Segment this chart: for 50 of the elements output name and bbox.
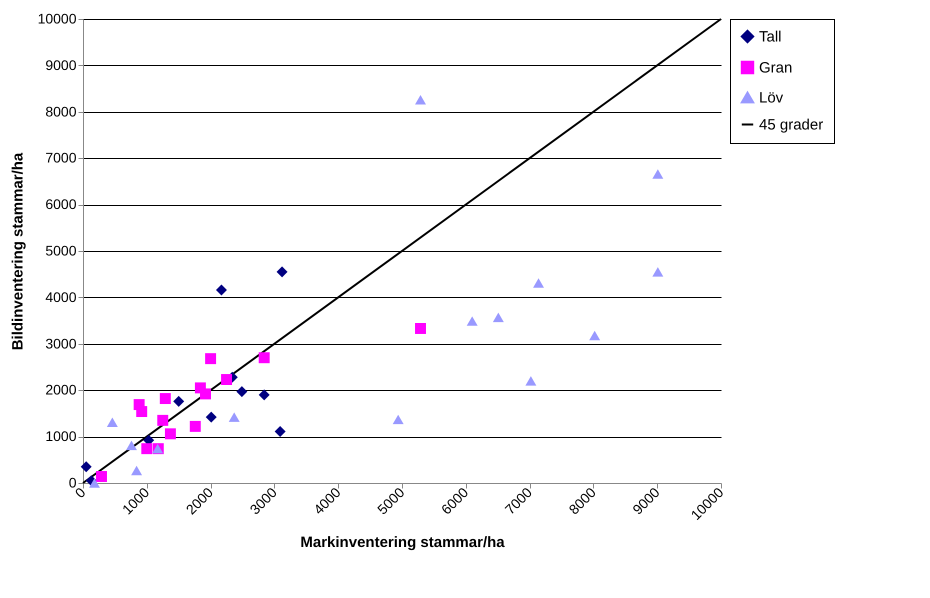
point [652,169,664,179]
point [89,478,100,488]
x-axis-title: Markinventering stammar/ha [300,534,506,551]
point [228,412,240,422]
point [589,330,600,340]
y-tick-label: 6000 [45,196,77,212]
legend-label: Tall [759,28,782,46]
point [205,353,216,364]
y-tick-label: 4000 [45,288,77,305]
legend-label: 45 grader [759,116,824,134]
y-tick-label: 8000 [45,103,77,120]
point [415,94,426,104]
point [525,376,536,386]
legend-label: Löv [759,90,784,106]
point [206,412,217,423]
point [96,471,107,482]
point [276,266,288,278]
y-axis-title: Bildinventering stammar/ha [10,152,27,350]
point [200,388,211,400]
point [466,316,478,326]
point [131,466,142,476]
point [652,267,664,277]
point [80,461,92,472]
point [106,417,118,427]
point [173,396,184,407]
point [274,426,286,437]
y-tick-label: 2000 [45,382,77,398]
y-tick-label: 10000 [38,10,77,26]
point [392,414,404,424]
point [126,440,137,450]
y-tick-label: 9000 [45,56,77,73]
y-tick-label: 5000 [45,242,77,258]
point [136,406,148,418]
point [157,414,168,426]
point [160,393,171,404]
point [492,312,504,322]
point [164,428,176,440]
point [190,420,201,432]
point [258,352,270,364]
y-tick-label: 1000 [45,428,77,444]
point [415,323,426,334]
point [236,386,248,398]
point [216,284,227,296]
point [221,374,232,386]
y-tick-label: 7000 [45,150,77,166]
point [141,443,152,454]
point [533,278,544,288]
legend-label: Gran [759,60,792,76]
y-tick-label: 3000 [45,335,77,352]
point [258,389,270,400]
